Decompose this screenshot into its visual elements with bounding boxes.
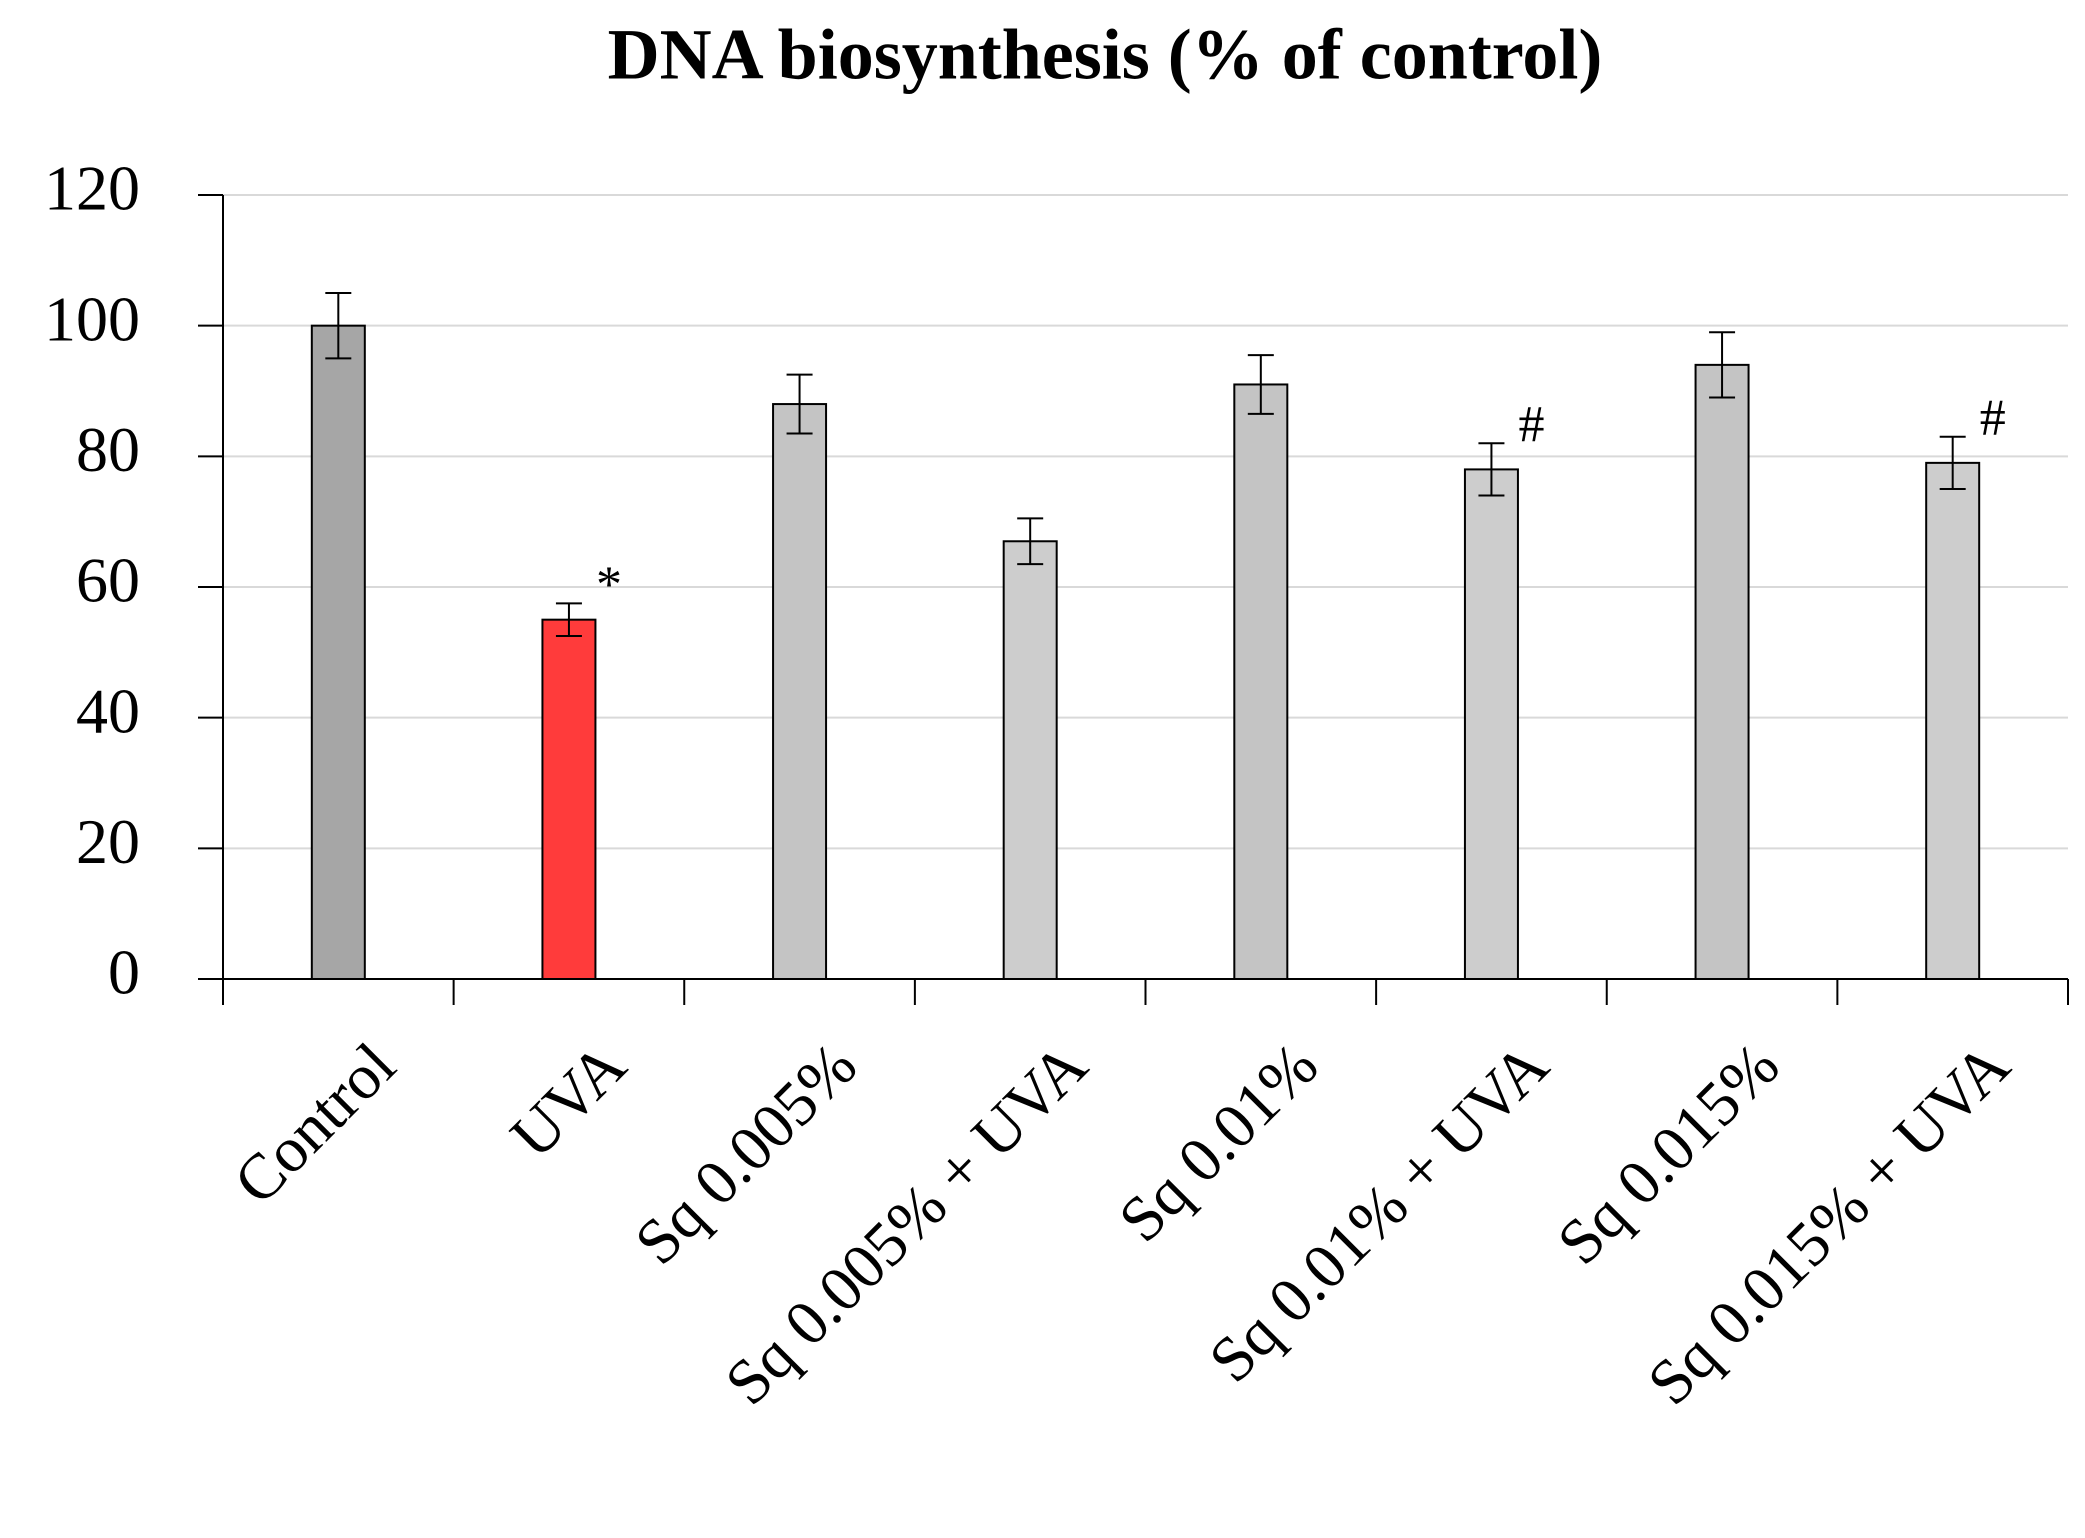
bar <box>1925 461 1981 981</box>
y-tick-label: 20 <box>76 806 140 877</box>
bar <box>1463 468 1519 980</box>
bar <box>541 618 597 981</box>
significance-mark: * <box>596 556 622 613</box>
x-tick-label: Sq 0.005% <box>621 1029 870 1278</box>
bar <box>310 324 366 980</box>
significance-mark: # <box>1980 390 2006 447</box>
bar <box>772 403 828 981</box>
chart-title: DNA biosynthesis (% of control) <box>608 15 1603 95</box>
y-tick-label: 0 <box>108 937 140 1008</box>
bar <box>1002 540 1058 980</box>
significance-mark: # <box>1518 396 1544 453</box>
y-tick-label: 100 <box>44 283 140 354</box>
y-tick-label: 80 <box>76 414 140 485</box>
bar <box>1694 363 1750 981</box>
y-tick-label: 60 <box>76 545 140 616</box>
x-tick-label: Sq 0.01% <box>1105 1029 1331 1255</box>
y-tick-label: 120 <box>44 153 140 224</box>
x-tick-label: UVA <box>497 1029 639 1171</box>
bar <box>1233 383 1289 980</box>
x-tick-label: Control <box>220 1029 408 1217</box>
y-tick-label: 40 <box>76 675 140 746</box>
x-tick-label: Sq 0.015% <box>1544 1029 1793 1278</box>
